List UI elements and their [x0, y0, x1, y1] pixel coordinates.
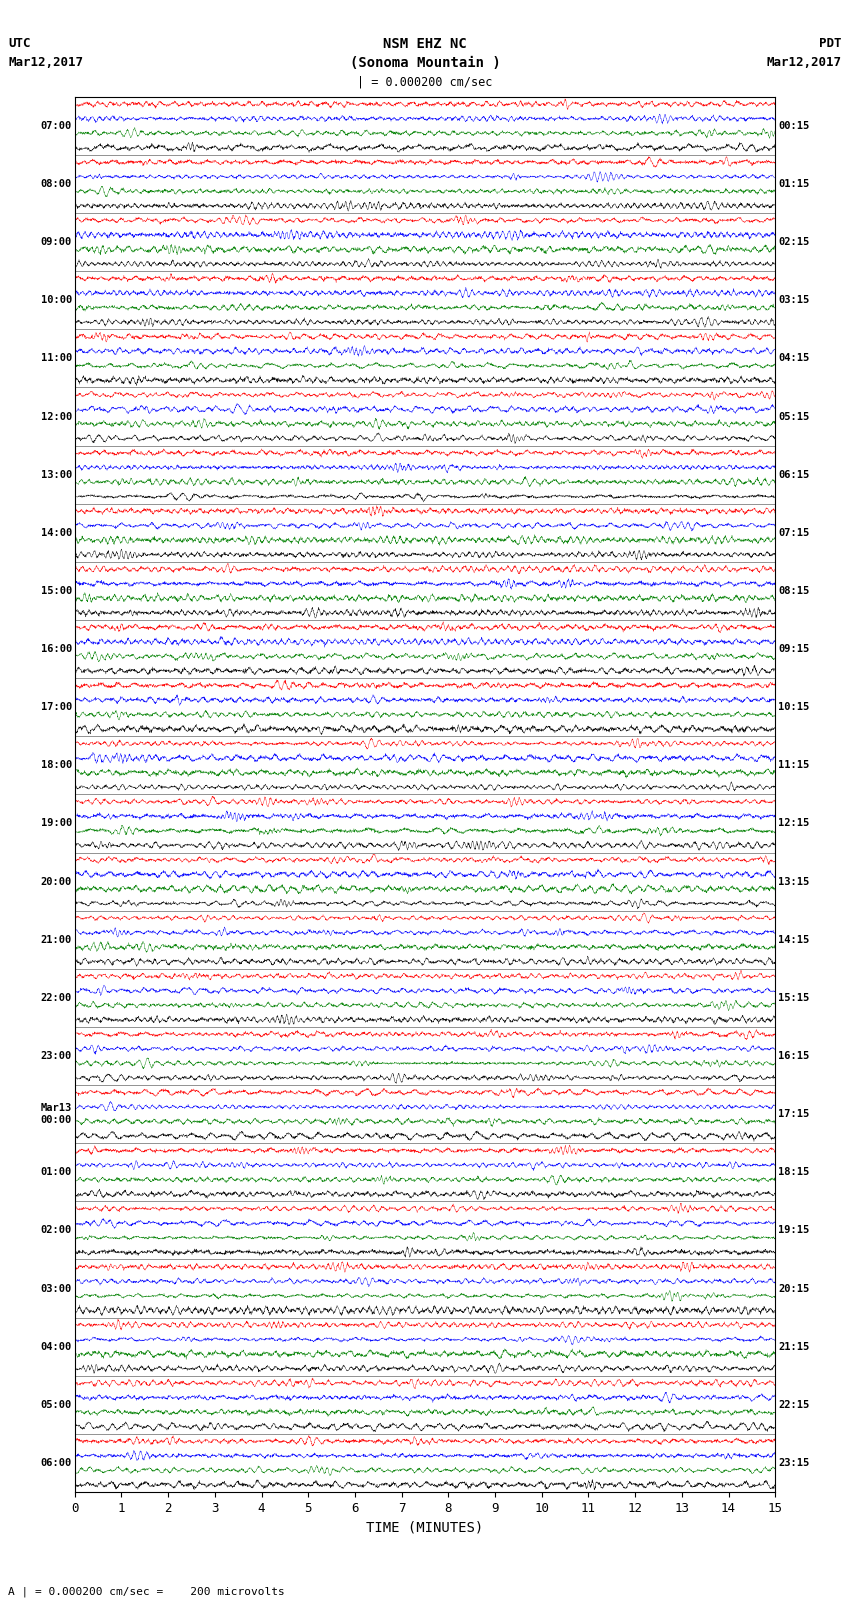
Text: 08:15: 08:15: [778, 586, 809, 595]
Text: 17:00: 17:00: [41, 702, 72, 713]
Text: 21:15: 21:15: [778, 1342, 809, 1352]
Text: 15:00: 15:00: [41, 586, 72, 595]
Text: 16:00: 16:00: [41, 644, 72, 653]
Text: 18:00: 18:00: [41, 760, 72, 771]
Text: 12:00: 12:00: [41, 411, 72, 421]
Text: 22:00: 22:00: [41, 994, 72, 1003]
Text: NSM EHZ NC: NSM EHZ NC: [383, 37, 467, 52]
Text: 20:00: 20:00: [41, 876, 72, 887]
Text: 09:00: 09:00: [41, 237, 72, 247]
Text: 02:15: 02:15: [778, 237, 809, 247]
Text: 12:15: 12:15: [778, 818, 809, 829]
Text: 04:00: 04:00: [41, 1342, 72, 1352]
Text: 01:00: 01:00: [41, 1168, 72, 1177]
Text: 04:15: 04:15: [778, 353, 809, 363]
Text: 16:15: 16:15: [778, 1052, 809, 1061]
Text: 23:00: 23:00: [41, 1052, 72, 1061]
Text: 03:15: 03:15: [778, 295, 809, 305]
Text: 05:00: 05:00: [41, 1400, 72, 1410]
Text: (Sonoma Mountain ): (Sonoma Mountain ): [349, 56, 501, 71]
Text: 13:15: 13:15: [778, 876, 809, 887]
Text: 17:15: 17:15: [778, 1110, 809, 1119]
Text: 22:15: 22:15: [778, 1400, 809, 1410]
Text: 23:15: 23:15: [778, 1458, 809, 1468]
Text: 08:00: 08:00: [41, 179, 72, 189]
Text: 13:00: 13:00: [41, 469, 72, 479]
Text: 07:00: 07:00: [41, 121, 72, 131]
Text: 01:15: 01:15: [778, 179, 809, 189]
Text: 03:00: 03:00: [41, 1284, 72, 1294]
Text: 19:15: 19:15: [778, 1226, 809, 1236]
Text: 14:00: 14:00: [41, 527, 72, 537]
X-axis label: TIME (MINUTES): TIME (MINUTES): [366, 1521, 484, 1534]
Text: 10:00: 10:00: [41, 295, 72, 305]
Text: A | = 0.000200 cm/sec =    200 microvolts: A | = 0.000200 cm/sec = 200 microvolts: [8, 1586, 286, 1597]
Text: Mar12,2017: Mar12,2017: [767, 56, 842, 69]
Text: 05:15: 05:15: [778, 411, 809, 421]
Text: 09:15: 09:15: [778, 644, 809, 653]
Text: PDT: PDT: [819, 37, 842, 50]
Text: 07:15: 07:15: [778, 527, 809, 537]
Text: 06:00: 06:00: [41, 1458, 72, 1468]
Text: 00:15: 00:15: [778, 121, 809, 131]
Text: 10:15: 10:15: [778, 702, 809, 713]
Text: 11:00: 11:00: [41, 353, 72, 363]
Text: Mar12,2017: Mar12,2017: [8, 56, 83, 69]
Text: 19:00: 19:00: [41, 818, 72, 829]
Text: 06:15: 06:15: [778, 469, 809, 479]
Text: 14:15: 14:15: [778, 936, 809, 945]
Text: 15:15: 15:15: [778, 994, 809, 1003]
Text: 21:00: 21:00: [41, 936, 72, 945]
Text: 02:00: 02:00: [41, 1226, 72, 1236]
Text: Mar13
00:00: Mar13 00:00: [41, 1103, 72, 1124]
Text: 20:15: 20:15: [778, 1284, 809, 1294]
Text: UTC: UTC: [8, 37, 31, 50]
Text: 11:15: 11:15: [778, 760, 809, 771]
Text: | = 0.000200 cm/sec: | = 0.000200 cm/sec: [357, 76, 493, 89]
Text: 18:15: 18:15: [778, 1168, 809, 1177]
